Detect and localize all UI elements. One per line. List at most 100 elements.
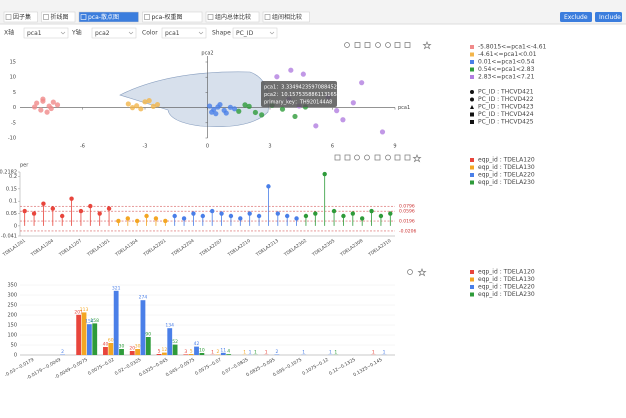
lollipop-point[interactable]: [228, 213, 234, 219]
bar[interactable]: [108, 343, 114, 355]
bar[interactable]: [199, 353, 205, 355]
lollipop-point[interactable]: [341, 213, 346, 219]
scatter-point[interactable]: [350, 100, 356, 106]
lollipop-point[interactable]: [256, 213, 262, 219]
lollipop-point[interactable]: [388, 211, 393, 216]
lollipop-point[interactable]: [275, 211, 281, 216]
scatter-point[interactable]: [292, 113, 298, 120]
scatter-point[interactable]: [359, 80, 365, 86]
bar[interactable]: [161, 352, 167, 355]
bar[interactable]: [119, 349, 124, 355]
scatter-point[interactable]: [259, 112, 265, 118]
lollipop-point[interactable]: [350, 211, 356, 216]
lollipop-point[interactable]: [191, 211, 196, 216]
lollipop-point[interactable]: [59, 213, 65, 219]
lollipop-point[interactable]: [97, 211, 102, 216]
scatter-point[interactable]: [236, 108, 242, 114]
bar[interactable]: [145, 337, 151, 355]
tab[interactable]: [3, 11, 38, 23]
bar[interactable]: [113, 290, 119, 355]
lollipop-point[interactable]: [359, 216, 365, 221]
lollipop-point[interactable]: [266, 184, 271, 189]
bar[interactable]: [183, 354, 189, 355]
tab[interactable]: [41, 11, 76, 23]
lollipop-point[interactable]: [125, 216, 131, 221]
lollipop-point[interactable]: [378, 213, 384, 219]
lollipop-point[interactable]: [322, 171, 327, 177]
lollipop-point[interactable]: [303, 213, 309, 219]
scatter-point[interactable]: [48, 105, 54, 112]
scatter-point[interactable]: [231, 106, 238, 112]
scatter-point[interactable]: [125, 101, 131, 107]
bar[interactable]: [167, 328, 173, 355]
lollipop-point[interactable]: [369, 208, 374, 214]
bar[interactable]: [194, 346, 199, 355]
lollipop-point[interactable]: [106, 206, 112, 211]
scatter-point[interactable]: [50, 99, 56, 105]
scatter-point[interactable]: [223, 110, 229, 116]
scatter-point[interactable]: [217, 101, 223, 108]
tab[interactable]: [78, 11, 139, 23]
bar[interactable]: [135, 349, 140, 355]
scatter-point[interactable]: [313, 123, 319, 129]
scatter-point[interactable]: [54, 102, 61, 108]
lollipop-point[interactable]: [181, 216, 187, 221]
lollipop-point[interactable]: [116, 218, 121, 224]
scatter-point[interactable]: [379, 129, 386, 135]
lollipop-point[interactable]: [144, 213, 149, 219]
scatter-point[interactable]: [142, 99, 148, 105]
scatter-point[interactable]: [252, 109, 259, 116]
scatter-point[interactable]: [279, 106, 286, 112]
scatter-point[interactable]: [227, 104, 234, 110]
scatter-point[interactable]: [146, 98, 152, 104]
scatter-point[interactable]: [34, 100, 40, 106]
bar[interactable]: [81, 312, 87, 355]
scatter-point[interactable]: [334, 108, 340, 114]
bar[interactable]: [226, 354, 232, 355]
scatter-point[interactable]: [209, 109, 215, 115]
bar[interactable]: [140, 300, 146, 355]
scatter-point[interactable]: [134, 103, 140, 109]
tab[interactable]: [262, 11, 310, 23]
scatter-point[interactable]: [340, 117, 346, 123]
scatter-point[interactable]: [154, 101, 161, 108]
lollipop-point[interactable]: [284, 213, 290, 219]
lollipop-point[interactable]: [31, 211, 37, 216]
lollipop-point[interactable]: [294, 216, 299, 221]
select[interactable]: [161, 27, 207, 39]
lollipop-point[interactable]: [238, 216, 243, 221]
bar[interactable]: [129, 351, 135, 355]
scatter-point[interactable]: [213, 111, 219, 117]
lollipop-point[interactable]: [69, 196, 74, 201]
lollipop-point[interactable]: [219, 211, 224, 216]
tab[interactable]: [142, 11, 203, 23]
scatter-point[interactable]: [300, 71, 306, 77]
select[interactable]: [23, 27, 69, 39]
scatter-point[interactable]: [138, 106, 144, 112]
scatter-point[interactable]: [129, 105, 136, 111]
lollipop-point[interactable]: [50, 206, 56, 211]
scatter-point[interactable]: [150, 103, 156, 109]
bar[interactable]: [103, 347, 108, 355]
bar[interactable]: [86, 324, 92, 355]
bar[interactable]: [172, 344, 178, 355]
lollipop-point[interactable]: [22, 208, 27, 214]
scatter-point[interactable]: [242, 102, 248, 108]
bar[interactable]: [220, 352, 226, 355]
lollipop-point[interactable]: [163, 218, 168, 224]
scatter-point[interactable]: [38, 107, 44, 113]
lollipop-point[interactable]: [331, 208, 337, 214]
bar[interactable]: [188, 354, 194, 355]
bar[interactable]: [76, 314, 82, 355]
scatter-point[interactable]: [274, 74, 280, 80]
lollipop-point[interactable]: [209, 208, 215, 214]
lollipop-point[interactable]: [313, 211, 318, 216]
lollipop-point[interactable]: [134, 218, 140, 224]
tab[interactable]: [205, 11, 260, 23]
scatter-point[interactable]: [31, 104, 38, 110]
button[interactable]: [595, 12, 622, 22]
select[interactable]: [232, 27, 278, 39]
button[interactable]: [560, 12, 592, 22]
lollipop-point[interactable]: [200, 213, 206, 219]
lollipop-point[interactable]: [153, 216, 159, 221]
